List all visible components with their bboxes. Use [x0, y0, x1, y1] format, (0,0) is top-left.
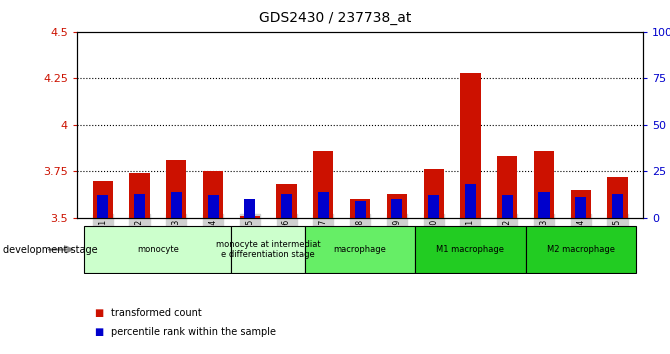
Bar	[391, 199, 403, 218]
Bar	[415, 226, 525, 273]
Bar	[171, 192, 182, 218]
Bar	[92, 181, 113, 218]
Bar	[84, 226, 231, 273]
Text: development stage: development stage	[3, 245, 98, 255]
Text: transformed count: transformed count	[111, 308, 201, 318]
Bar	[208, 195, 218, 218]
Bar	[460, 73, 480, 218]
Bar	[428, 195, 440, 218]
Text: ■: ■	[94, 327, 103, 337]
Bar	[277, 184, 297, 218]
Bar	[314, 151, 334, 218]
Text: monocyte: monocyte	[137, 245, 179, 254]
Bar	[134, 194, 145, 218]
Bar	[423, 170, 444, 218]
Bar	[354, 201, 366, 218]
Text: ■: ■	[94, 308, 103, 318]
Bar	[465, 184, 476, 218]
Bar	[231, 226, 305, 273]
Bar	[608, 177, 628, 218]
Bar	[497, 156, 517, 218]
Text: percentile rank within the sample: percentile rank within the sample	[111, 327, 275, 337]
Bar	[245, 199, 255, 218]
Text: M1 macrophage: M1 macrophage	[436, 245, 505, 254]
Text: macrophage: macrophage	[334, 245, 387, 254]
Bar	[129, 173, 149, 218]
Bar	[539, 192, 549, 218]
Bar	[575, 197, 586, 218]
Bar	[571, 190, 591, 218]
Text: monocyte at intermediat
e differentiation stage: monocyte at intermediat e differentiatio…	[216, 240, 320, 259]
Text: GDS2430 / 237738_at: GDS2430 / 237738_at	[259, 11, 411, 25]
Bar	[97, 195, 109, 218]
Bar	[612, 194, 623, 218]
Bar	[534, 151, 554, 218]
Bar	[387, 194, 407, 218]
Bar	[350, 199, 371, 218]
Bar	[203, 171, 223, 218]
Text: M2 macrophage: M2 macrophage	[547, 245, 614, 254]
Bar	[281, 194, 292, 218]
Bar	[305, 226, 415, 273]
Bar	[240, 216, 260, 218]
Bar	[525, 226, 636, 273]
Bar	[318, 192, 329, 218]
Bar	[166, 160, 186, 218]
Bar	[502, 195, 513, 218]
